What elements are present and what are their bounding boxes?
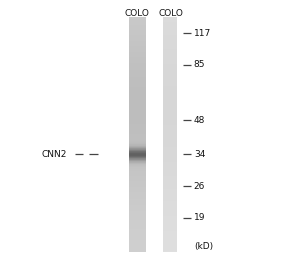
Text: 34: 34 — [194, 150, 205, 159]
Text: COLO: COLO — [159, 9, 184, 18]
Text: 26: 26 — [194, 182, 205, 191]
Text: 19: 19 — [194, 213, 205, 222]
Text: 48: 48 — [194, 116, 205, 125]
Text: 117: 117 — [194, 29, 211, 37]
Text: CNN2: CNN2 — [41, 150, 67, 159]
Text: COLO: COLO — [125, 9, 150, 18]
Text: 85: 85 — [194, 60, 205, 69]
Text: (kD): (kD) — [194, 242, 213, 251]
